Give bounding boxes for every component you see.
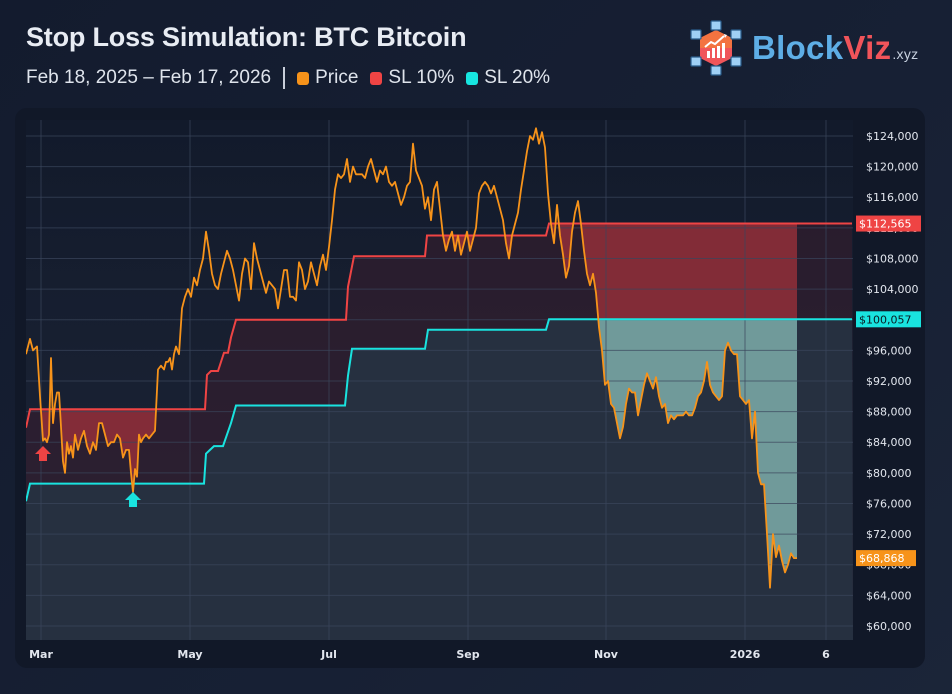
legend-label-price: Price [315,67,359,88]
blockviz-logo: BlockViz.xyz [686,20,918,76]
y-tick-label: $120,000 [866,161,919,174]
x-tick-label: Jul [320,648,337,661]
y-tick-label: $92,000 [866,375,912,388]
y-tick-label: $60,000 [866,620,912,633]
stop-loss-chart[interactable]: $124,000$120,000$116,000$112,000$108,000… [15,108,925,668]
y-tick-label: $64,000 [866,589,912,602]
legend-swatch-sl10 [370,71,383,85]
legend-item-price: Price [297,67,358,89]
y-tick-label: $104,000 [866,283,919,296]
y-tick-label: $84,000 [866,436,912,449]
x-tick-label: Nov [594,648,619,661]
sl20-line [26,318,852,502]
y-tick-label: $80,000 [866,467,912,480]
legend-label-sl20: SL 20% [484,67,551,88]
legend-item-sl10: SL 10% [370,67,454,89]
sl10-drawdown-fill [41,223,797,588]
last-value-badge [856,311,921,328]
legend-swatch-price [297,71,310,85]
last-value-label: $100,057 [859,313,912,326]
last-value-badge [856,550,916,567]
legend-swatch-sl20 [466,71,479,85]
sl20-reentry-arrow-icon [125,492,141,507]
y-tick-label: $88,000 [866,406,912,419]
x-tick-label: Sep [456,648,479,661]
sl10-line [26,222,852,428]
date-range: Feb 18, 2025 – Feb 17, 2026 [26,67,272,88]
chart-title: Stop Loss Simulation: BTC Bitcoin [26,22,467,52]
divider [283,67,286,89]
y-tick-label: $124,000 [866,130,919,143]
x-tick-label: 6 [822,648,830,661]
y-tick-label: $76,000 [866,497,912,510]
last-value-badge [856,215,921,232]
legend-item-sl20: SL 20% [466,67,550,89]
y-tick-label: $108,000 [866,252,919,265]
sl20-drawdown-fill [599,319,797,588]
sl20-area [26,319,853,640]
chart-panel: $124,000$120,000$116,000$112,000$108,000… [15,108,925,668]
blockchain-hexagon-icon [690,20,742,76]
legend-label-sl10: SL 10% [388,67,455,88]
y-tick-label: $116,000 [866,191,919,204]
subtitle-row: Feb 18, 2025 – Feb 17, 2026 Price SL 10%… [26,67,562,89]
logo-text-viz: Viz [843,29,892,66]
x-tick-label: May [177,648,202,661]
logo-wordmark: BlockViz.xyz [752,29,918,67]
y-tick-label: $72,000 [866,528,912,541]
y-tick-label: $96,000 [866,344,912,357]
x-tick-label: Mar [29,648,53,661]
last-value-label: $68,868 [859,552,905,565]
x-tick-label: 2026 [730,648,761,661]
sl10-reentry-arrow-icon [35,446,51,461]
price-line [26,127,797,589]
logo-text-block: Block [752,29,844,66]
last-value-label: $112,565 [859,218,912,231]
logo-text-suffix: .xyz [892,46,919,62]
